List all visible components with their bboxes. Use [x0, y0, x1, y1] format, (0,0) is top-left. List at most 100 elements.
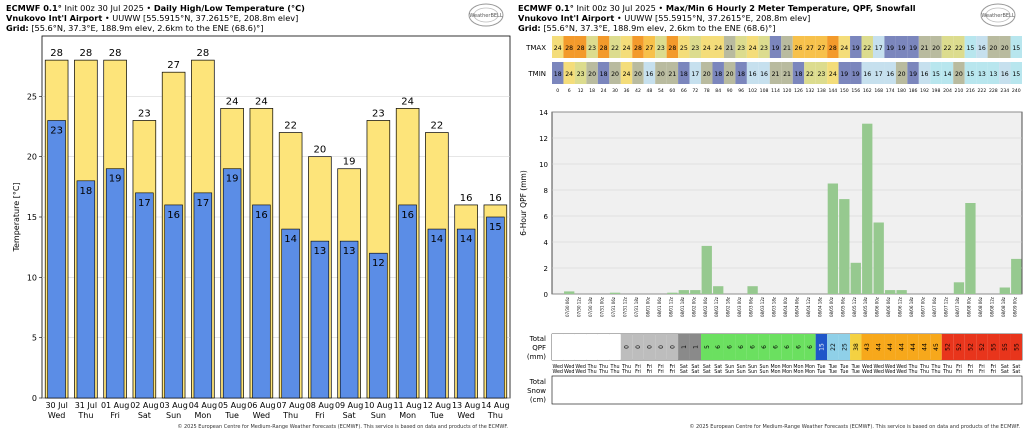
qpf-total-value: 6 — [761, 345, 768, 349]
tmin-cell — [701, 62, 713, 84]
snow-day-label: Wed — [862, 369, 872, 375]
y-tick-label: 5 — [32, 334, 37, 343]
qpf-total-cell — [689, 334, 702, 360]
low-temp-bar — [164, 204, 183, 399]
qpf-total-cell — [712, 334, 724, 360]
tmax-cell-value: 15 — [1012, 45, 1020, 52]
qpf-total-value: 6 — [795, 345, 802, 349]
logo-text: WeatherBELL — [469, 13, 502, 19]
qpf-bar — [747, 286, 758, 294]
qpf-time-label: 08/05 00z — [829, 297, 834, 317]
qpf-day-label: Fri — [956, 364, 962, 370]
tmax-cell — [861, 36, 873, 58]
hour-tick-label: 54 — [658, 88, 664, 94]
low-temp-label: 16 — [167, 210, 180, 221]
tmin-cell — [976, 62, 988, 84]
tmin-cell — [838, 62, 851, 84]
qpf-time-label: 07/30 12z — [577, 297, 582, 317]
hour-tick-label: 18 — [589, 88, 595, 94]
qpf-day-label: Mon — [770, 364, 780, 370]
tmax-row-label: TMAX — [525, 44, 546, 52]
tmax-cell — [872, 36, 885, 58]
low-temp-bar — [486, 216, 505, 399]
hour-tick-label: 120 — [783, 88, 792, 94]
qpf-total-value: 0 — [669, 345, 676, 349]
left-header-line-2: Vnukovo Int'l Airport • UUWW [55.5915°N,… — [6, 13, 299, 23]
tmin-cell-value: 24 — [623, 71, 631, 78]
hour-tick-label: 174 — [886, 88, 895, 94]
qpf-total-value: 0 — [646, 345, 653, 349]
tmin-cell — [907, 62, 919, 84]
left-header-line-3: Grid: [55.6°N, 37.3°E, 188.9m elev, 2.6k… — [6, 23, 263, 33]
qpf-total-cell — [597, 334, 610, 360]
qpf-y-tick-label: 4 — [544, 239, 549, 247]
tmin-cell — [964, 62, 977, 84]
qpf-total-value: 6 — [784, 345, 791, 349]
qpf-day-label: Sat — [703, 364, 711, 370]
right-footer: © 2025 European Centre for Medium-Range … — [689, 424, 1020, 430]
hour-tick-label: 102 — [748, 88, 757, 94]
tmin-cell-value: 18 — [600, 71, 608, 78]
snow-day-label: Fri — [979, 369, 985, 375]
snow-day-label: Thu — [610, 369, 620, 375]
tmax-cell — [953, 36, 965, 58]
qpf-total-label-2: QPF — [532, 344, 546, 352]
tmin-cell-value: 13 — [978, 71, 986, 78]
qpf-day-label: Sat — [1001, 364, 1009, 370]
tmax-cell — [597, 36, 610, 58]
low-temp-bar — [398, 204, 417, 399]
tmax-cell-value: 20 — [989, 45, 997, 52]
qpf-total-cell — [552, 334, 564, 360]
low-temp-bar — [222, 168, 242, 399]
low-temp-label: 19 — [226, 174, 239, 185]
tmax-cell — [781, 36, 793, 58]
tmin-cell — [781, 62, 793, 84]
snow-day-label: Fri — [647, 369, 653, 375]
qpf-total-value: 25 — [841, 343, 848, 351]
qpf-bar — [827, 183, 839, 294]
high-temp-label: 28 — [80, 48, 93, 59]
hour-tick-label: 222 — [977, 88, 986, 94]
qpf-time-label: 08/03 06z — [749, 297, 754, 317]
x-day-label: Sat — [138, 411, 151, 420]
snow-total-label-3: (cm) — [530, 396, 546, 404]
tmax-cell — [552, 36, 564, 58]
qpf-total-value: 22 — [830, 343, 837, 351]
x-date-label: 04 Aug — [189, 401, 217, 410]
qpf-day-label: Fri — [647, 364, 653, 370]
low-temp-label: 16 — [401, 210, 414, 221]
qpf-total-value: 44 — [922, 343, 929, 351]
qpf-time-label: 08/02 12z — [714, 297, 719, 317]
qpf-total-cell — [999, 334, 1011, 360]
snow-day-label: Tue — [828, 369, 837, 375]
high-temp-label: 28 — [109, 48, 122, 59]
qpf-total-value: 1 — [692, 345, 699, 349]
low-temp-label: 16 — [255, 210, 268, 221]
qpf-total-value: 38 — [853, 343, 860, 351]
qpf-bar — [564, 291, 575, 294]
qpf-day-label: Thu — [621, 364, 631, 370]
qpf-total-value: 1 — [681, 345, 688, 349]
snow-day-label: Thu — [621, 369, 631, 375]
qpf-day-label: Mon — [782, 364, 792, 370]
qpf-total-cell — [609, 334, 621, 360]
qpf-total-cell — [907, 334, 919, 360]
qpf-bar — [885, 290, 896, 294]
qpf-day-label: Mon — [793, 364, 803, 370]
hour-tick-label: 228 — [989, 88, 998, 94]
hour-tick-label: 156 — [851, 88, 860, 94]
qpf-bar — [701, 245, 712, 294]
qpf-total-value: 6 — [738, 345, 745, 349]
high-temp-label: 22 — [284, 121, 297, 132]
tmin-cell — [723, 62, 736, 84]
x-date-label: 10 Aug — [364, 401, 392, 410]
hour-tick-label: 84 — [715, 88, 721, 94]
qpf-day-label: Thu — [908, 364, 918, 370]
tmax-cell-value: 27 — [646, 45, 654, 52]
x-day-label: Thu — [282, 411, 298, 420]
qpf-bar — [999, 287, 1010, 294]
tmin-cell-value: 18 — [554, 71, 562, 78]
snow-day-label: Tue — [816, 369, 825, 375]
high-temp-label: 24 — [255, 96, 268, 107]
qpf-total-cell — [1010, 334, 1022, 360]
